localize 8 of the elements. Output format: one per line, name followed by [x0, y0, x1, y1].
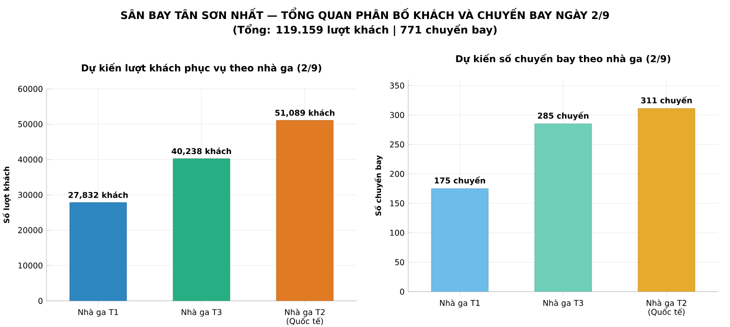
- text: (Tổng: 119.159 lượt khách | 771 chuyến bay): [233, 24, 497, 36]
- bar: [70, 202, 127, 301]
- text: SÂN BAY TÂN SƠN NHẤT — TỔNG QUAN PHÂN BỐ KHÁCH VÀ CHUYẾN BAY NGÀY 2/9: [121, 8, 609, 20]
- bar: [276, 120, 334, 301]
- bar: [431, 188, 488, 292]
- chart-title: Dự kiến lượt khách phục vụ theo nhà ga (2/9): [82, 63, 322, 74]
- chart-title: Dự kiến số chuyến bay theo nhà ga (2/9): [456, 54, 670, 64]
- bar: [534, 124, 592, 292]
